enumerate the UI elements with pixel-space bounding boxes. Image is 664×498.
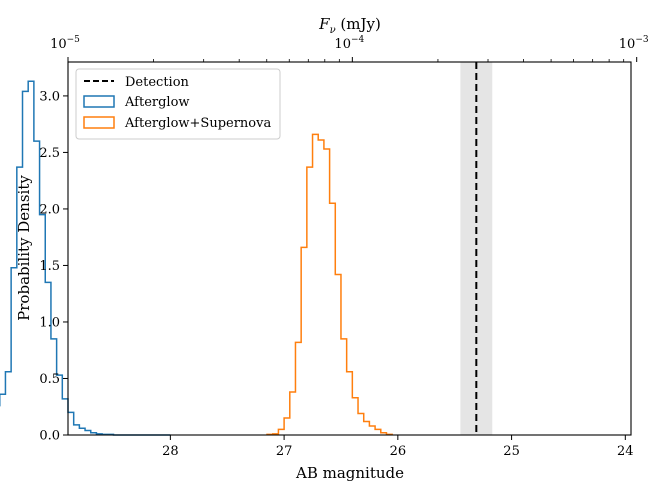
legend-frame [75, 68, 281, 140]
top-axis-label: Fν (mJy) [318, 15, 381, 36]
legend: Detection Afterglow Afterglow+Supernova [75, 68, 281, 140]
x-tick-label: 25 [503, 444, 520, 459]
top-tick-label: 10−3 [619, 35, 649, 52]
y-axis-label: Probability Density [15, 175, 33, 321]
legend-afterglow-label: Afterglow [124, 95, 190, 110]
x-tick-label: 24 [617, 444, 634, 459]
legend-afterglow-swatch [83, 95, 115, 108]
y-tick-label: 2.5 [39, 146, 60, 161]
top-tick-label: 10−5 [50, 35, 80, 52]
legend-afterglow-supernova-swatch [83, 116, 115, 129]
y-tick-label: 0.5 [39, 372, 60, 387]
x-tick-label: 28 [162, 444, 179, 459]
legend-afterglow-supernova-label: Afterglow+Supernova [124, 116, 271, 131]
series-afterglow-supernova-histogram [266, 133, 393, 436]
y-tick-label: 1.0 [39, 315, 60, 330]
top-tick-label: 10−4 [334, 35, 364, 52]
plot-frame [67, 61, 632, 436]
x-tick-label: 27 [276, 444, 293, 459]
x-tick-label: 26 [390, 444, 407, 459]
legend-detection-label: Detection [125, 75, 190, 90]
series-afterglow-histogram [0, 80, 171, 436]
y-tick-label: 0.0 [39, 429, 60, 444]
y-tick-label: 1.5 [39, 259, 60, 274]
x-axis-label: AB magnitude [295, 464, 404, 482]
y-tick-label: 2.0 [39, 202, 60, 217]
y-tick-label: 3.0 [39, 89, 60, 104]
